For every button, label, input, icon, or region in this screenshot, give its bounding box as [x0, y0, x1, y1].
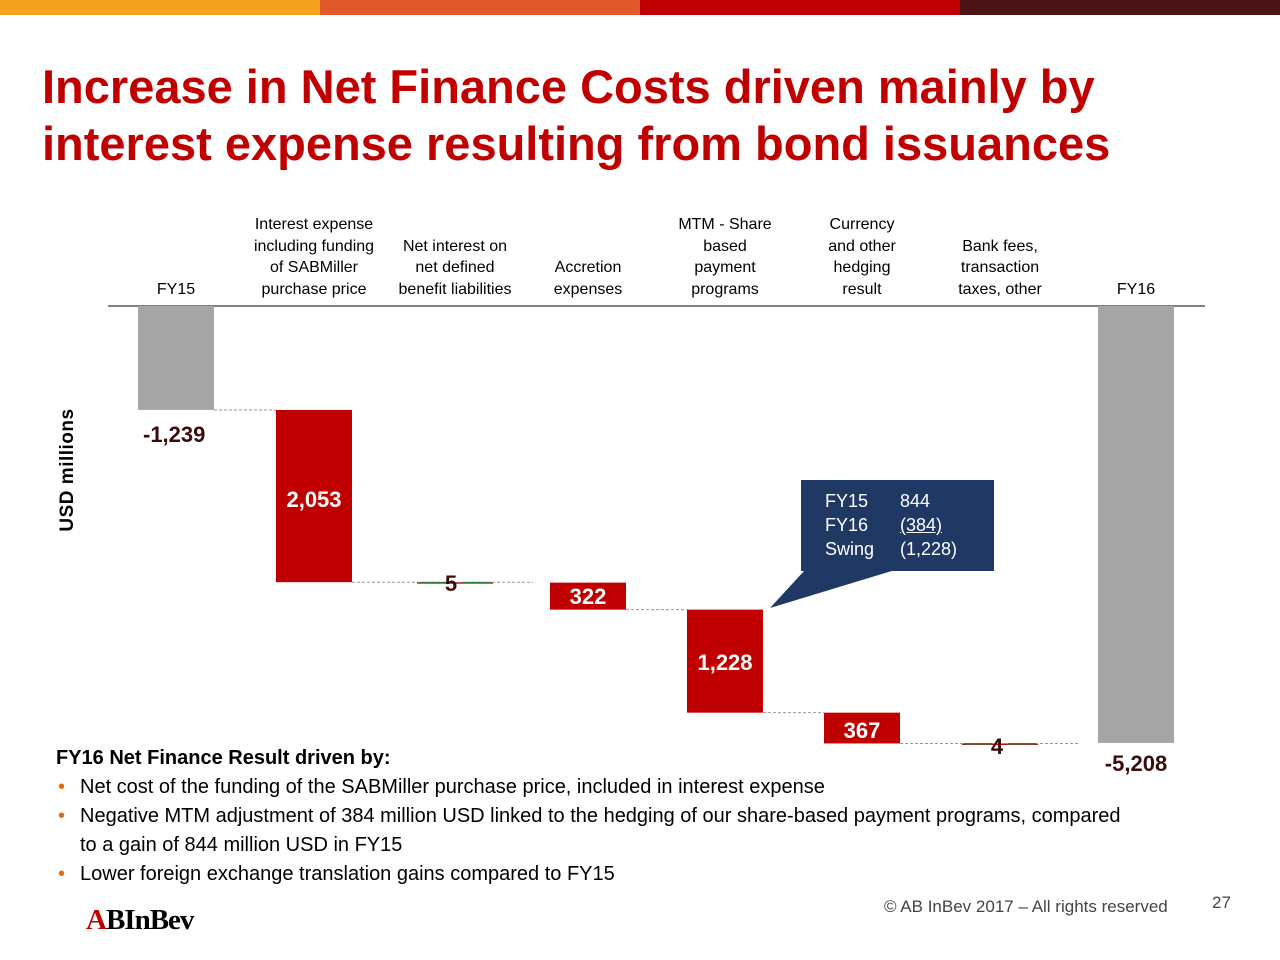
top-bar-segment-4	[960, 0, 1280, 15]
category-label-line: payment	[694, 259, 756, 276]
category-label-2: Net interest on net defined benefit liabil…	[399, 236, 512, 301]
category-label-line: and other	[828, 237, 896, 255]
category-label-line: based	[703, 237, 747, 255]
category-label-5: Currency and other hedging result	[828, 214, 896, 300]
data-label-5: 367	[844, 718, 881, 743]
category-label-line: Interest expense	[254, 216, 374, 233]
data-label-4: 1,228	[697, 650, 752, 675]
mtm-swing-callout: FY15 844 FY16 (384) Swing (1,228)	[801, 480, 994, 571]
category-label-line: Bank fees,	[962, 237, 1038, 255]
data-label-3: 322	[570, 584, 607, 609]
data-label-6: 4	[991, 734, 1004, 759]
bar-1	[276, 409, 352, 583]
data-label-7: -5,208	[1105, 751, 1167, 776]
callout-value: 844	[900, 491, 931, 511]
category-label-line: including funding	[253, 237, 375, 255]
category-label-line: Accretion	[554, 259, 622, 276]
driver-text: Negative MTM adjustment of 384 million U…	[80, 805, 1121, 856]
data-label-0: -1,239	[143, 422, 205, 447]
bullet-icon: •	[58, 805, 66, 827]
bar-4	[687, 609, 763, 713]
drivers-heading: FY16 Net Finance Result driven by:	[56, 747, 391, 769]
abinbev-logo: ABInBev	[86, 904, 194, 936]
driver-text: Net cost of the funding of the SABMiller…	[80, 776, 825, 798]
title-line-1: Increase in Net Finance Costs driven mai…	[42, 60, 1095, 113]
copyright-text: © AB InBev 2017 – All rights reserved	[884, 897, 1168, 916]
callout-value: (384)	[900, 515, 943, 535]
callout-row-swing: Swing (1,228)	[825, 538, 957, 560]
callout-row-fy15: FY15 844	[825, 490, 930, 512]
top-bar-segment-3	[640, 0, 960, 15]
category-label-0: FY15	[157, 279, 195, 301]
category-label-line: taxes, other	[958, 280, 1042, 298]
category-label-3: Accretion expenses	[554, 257, 623, 300]
callout-key: FY16	[825, 515, 869, 535]
category-label-line: benefit liabilities	[398, 280, 512, 298]
top-color-bar	[0, 0, 1280, 15]
category-label-line: Net interest on	[402, 237, 508, 255]
category-label-line: MTM - Share	[678, 216, 772, 233]
category-label-line: FY15	[156, 280, 196, 298]
top-bar-segment-2	[320, 0, 640, 15]
page-number: 27	[1212, 893, 1231, 912]
data-label-1: 2,053	[286, 487, 341, 512]
data-label-2: 5	[445, 571, 457, 596]
category-label-line: of SABMiller	[269, 259, 359, 276]
category-label-line: FY16	[1116, 280, 1156, 298]
bar-7	[1098, 306, 1174, 743]
callout-value: (1,228)	[900, 539, 958, 559]
bar-0	[138, 306, 214, 410]
callout-key: FY15	[825, 491, 869, 511]
callout-pointer	[770, 570, 895, 608]
bar-3	[550, 582, 626, 610]
category-label-line: transaction	[960, 259, 1040, 276]
category-label-line: result	[842, 280, 882, 298]
callout-key: Swing	[825, 539, 875, 559]
category-label-4: MTM - Share based payment programs	[678, 214, 771, 300]
category-label-line: programs	[691, 280, 759, 298]
category-label-line: Currency	[829, 216, 895, 233]
bar-2	[417, 582, 493, 584]
category-label-6: Bank fees, transaction taxes, other	[958, 236, 1042, 301]
category-label-line: expenses	[553, 280, 623, 298]
driver-item: • Negative MTM adjustment of 384 million …	[56, 802, 1136, 860]
category-label-7: FY16	[1117, 279, 1155, 301]
driver-item: • Lower foreign exchange translation gain…	[56, 860, 1136, 889]
callout-row-fy16: FY16 (384)	[825, 514, 942, 536]
drivers-list: • Net cost of the funding of the SABMille…	[56, 773, 1136, 889]
bar-5	[824, 712, 900, 744]
category-label-line: hedging	[833, 259, 891, 276]
driver-text: Lower foreign exchange translation gains…	[80, 863, 615, 885]
bar-6	[962, 743, 1038, 745]
bullet-icon: •	[58, 776, 66, 798]
category-label-1: Interest expense including funding of SABM…	[254, 214, 374, 300]
category-label-line: purchase price	[261, 280, 367, 298]
drivers-section: FY16 Net Finance Result driven by: • Net …	[56, 744, 1136, 889]
driver-item: • Net cost of the funding of the SABMille…	[56, 773, 1136, 802]
bullet-icon: •	[58, 863, 66, 885]
slide-title: Increase in Net Finance Costs driven mai…	[42, 58, 1242, 172]
category-label-line: net defined	[415, 259, 495, 276]
top-bar-segment-1	[0, 0, 320, 15]
title-line-2: interest expense resulting from bond iss…	[42, 117, 1111, 170]
